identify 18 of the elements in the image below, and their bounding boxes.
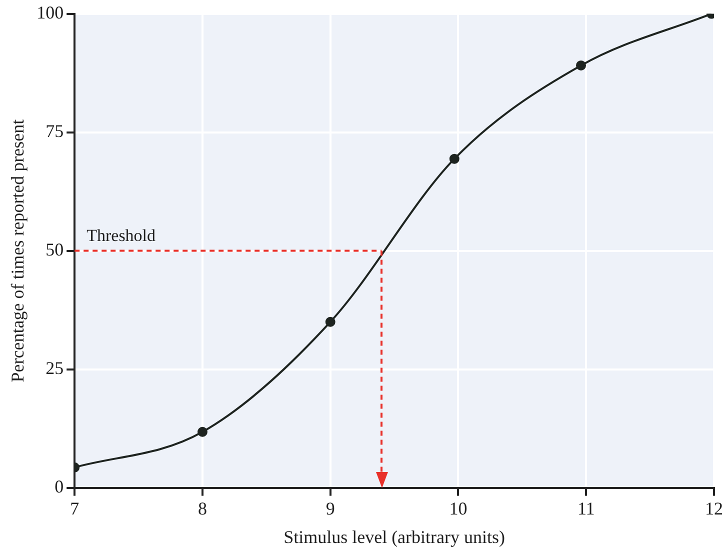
x-tick-label: 12 — [705, 498, 723, 518]
y-tick-label: 25 — [46, 358, 64, 378]
point — [576, 60, 586, 70]
x-tick-label: 8 — [198, 498, 207, 518]
y-tick-label: 0 — [54, 476, 64, 497]
point — [325, 316, 336, 327]
x-tick-label: 11 — [577, 498, 595, 518]
y-tick-label: 50 — [46, 240, 64, 260]
y-tick-label: 100 — [36, 2, 64, 23]
y-axis-title: Percentage of times reported present — [8, 119, 28, 382]
point — [449, 154, 460, 164]
x-tick-label: 10 — [449, 498, 468, 518]
x-axis-title: Stimulus level (arbitrary units) — [284, 526, 506, 547]
x-tick-label: 9 — [326, 498, 335, 518]
point — [197, 426, 208, 437]
y-tick-label: 75 — [46, 121, 64, 142]
ref-line-label: Threshold — [86, 226, 156, 245]
x-tick-label: 7 — [70, 498, 80, 518]
